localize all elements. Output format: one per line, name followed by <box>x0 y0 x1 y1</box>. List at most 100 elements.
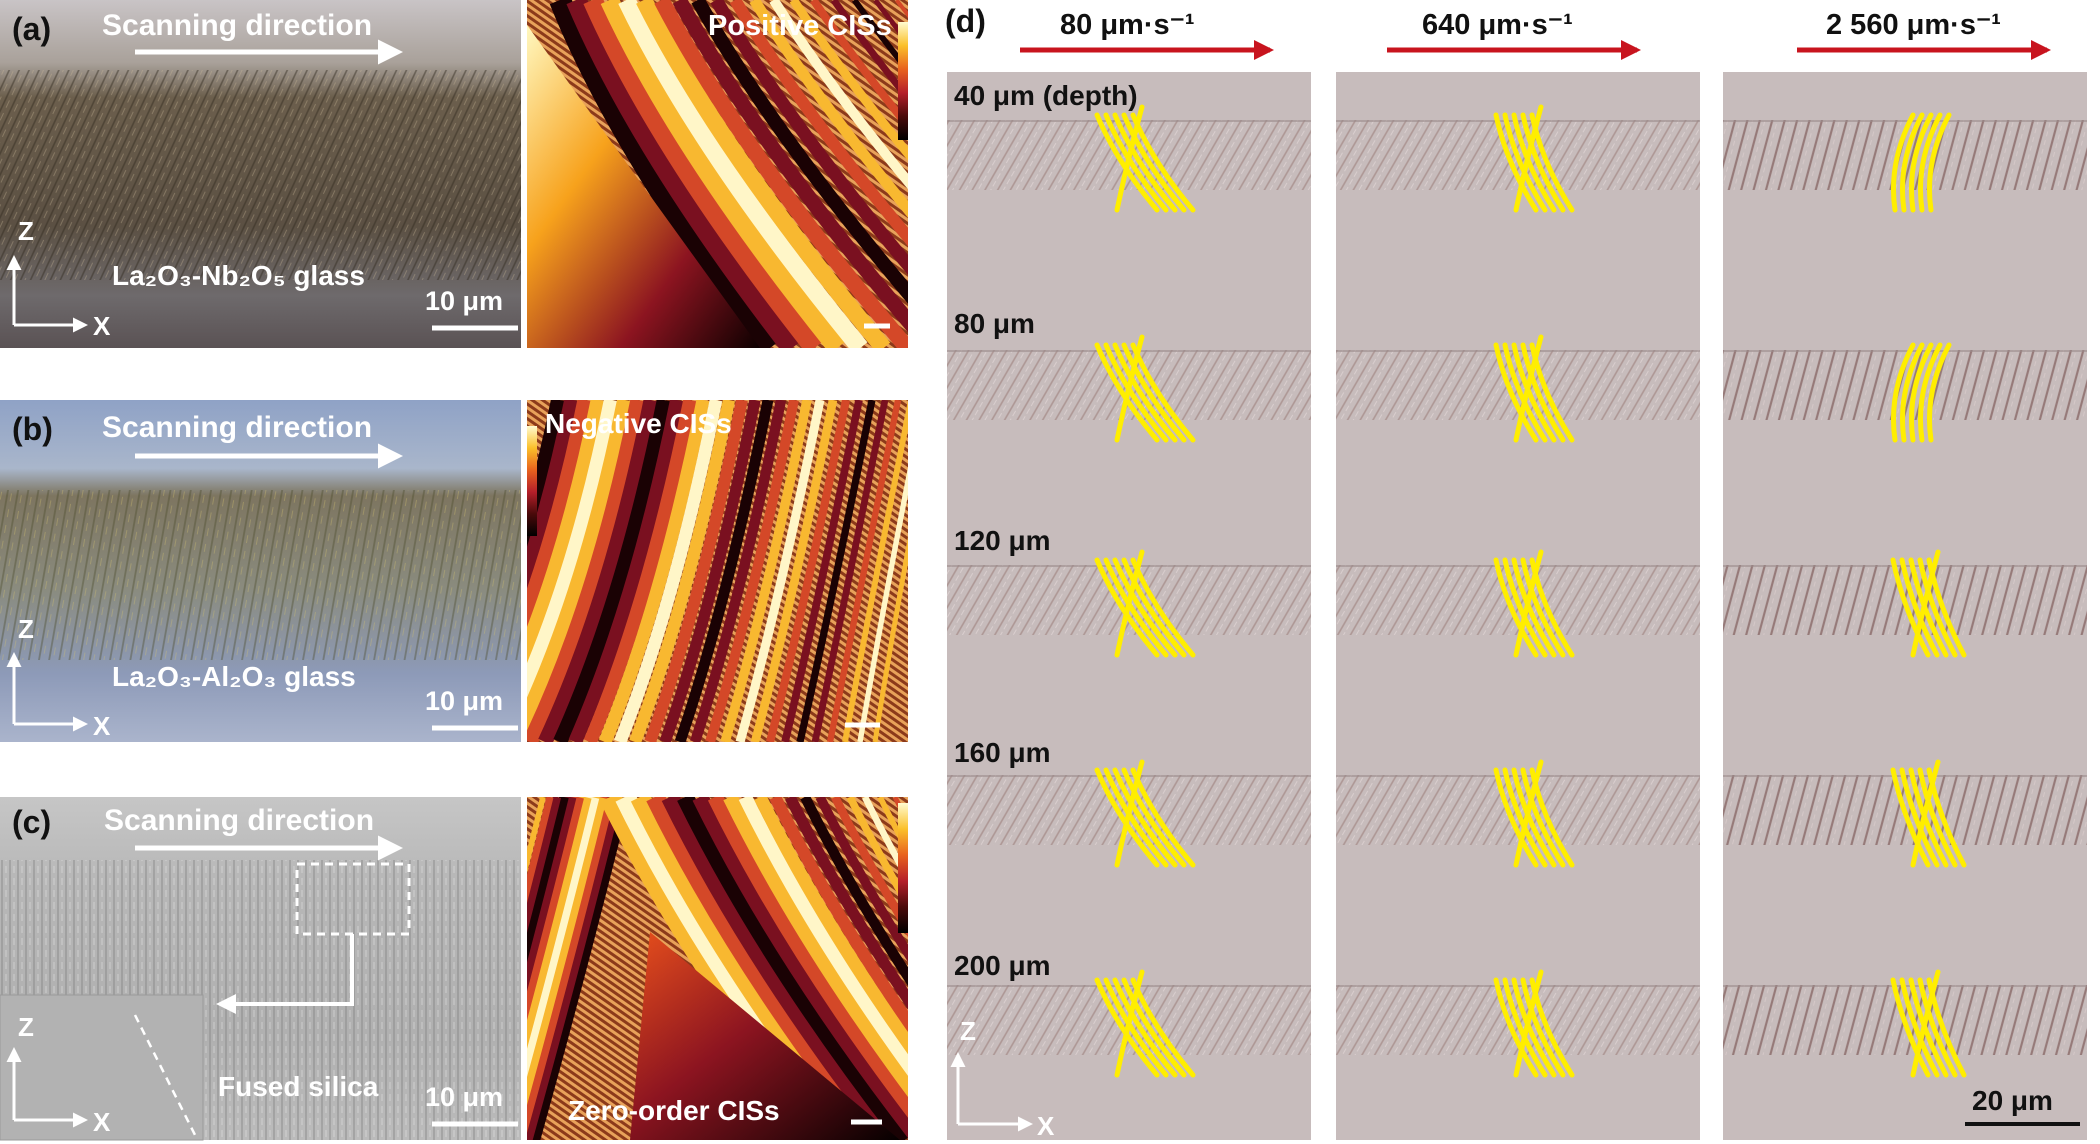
fringe-band <box>527 797 546 873</box>
yellow-marker <box>1891 342 1952 443</box>
speed-column <box>1723 72 2087 1140</box>
fringe-band <box>614 400 723 742</box>
fringe-band <box>800 797 908 986</box>
fringe-band <box>677 797 908 1140</box>
panel-c-inset <box>0 994 204 1141</box>
speed-label: 640 μm·s⁻¹ <box>1422 9 1573 41</box>
fringe-band <box>749 0 908 218</box>
panel-a-label: (a) <box>12 11 51 47</box>
yellow-marker <box>1891 112 1952 213</box>
fringe-band <box>672 0 908 333</box>
fringe-band <box>527 400 608 672</box>
panel-d-axis-x: X <box>1037 1111 1055 1141</box>
fringe-band <box>644 400 748 742</box>
fringe-band <box>527 797 554 904</box>
yellow-marker <box>1094 334 1196 443</box>
fringe-band <box>600 0 845 348</box>
fringe-band <box>784 797 908 1010</box>
fringe-band <box>527 797 577 992</box>
fringe-band <box>830 0 908 104</box>
yellow-marker <box>1493 334 1575 443</box>
panel-a-scan-text: Scanning direction <box>102 9 372 42</box>
fringe-band <box>527 797 584 1021</box>
panel-c: (c) Scanning direction Fused silica 10 μ… <box>0 797 908 1141</box>
panel-a-axes-icon: Z X <box>6 216 111 341</box>
fringe-band <box>636 0 891 348</box>
fringe-band <box>583 400 697 742</box>
yellow-marker <box>1493 549 1575 658</box>
panel-a: (a) Scanning direction La₂O₃-Nb₂O₅ glass… <box>0 0 908 348</box>
panel-d-scale-text: 20 μm <box>1972 1085 2053 1116</box>
depth-label: 40 μm (depth) <box>954 80 1138 111</box>
fringe-band <box>781 400 863 742</box>
fringe-band <box>527 400 595 638</box>
fringe-band <box>566 0 801 348</box>
panel-c-axes-icon: Z X <box>6 1012 111 1137</box>
fringe-band <box>527 400 646 742</box>
panel-a-scale-text: 10 μm <box>425 286 503 316</box>
fringe-band <box>720 400 812 742</box>
fringe-band <box>618 0 868 348</box>
fringe-band <box>707 797 908 1118</box>
fringe-band <box>754 797 908 1055</box>
panel-b-simulation <box>527 400 908 742</box>
panel-b-axis-z: Z <box>18 614 34 644</box>
yellow-marker <box>1890 549 1967 658</box>
fringe-band <box>583 0 823 348</box>
fringe-band <box>654 0 908 348</box>
fringe-band <box>842 400 908 742</box>
yellow-marker <box>1094 759 1196 868</box>
depth-label: 200 μm <box>954 950 1051 981</box>
fringe-band <box>769 0 908 190</box>
yellow-marker <box>1493 104 1575 213</box>
speed-column <box>1336 72 1700 1140</box>
speed-column <box>947 72 1311 1140</box>
fringe-band <box>549 0 779 348</box>
fringe-band <box>872 536 908 742</box>
panel-b: (b) Scanning direction La₂O₃-Al₂O₃ glass… <box>0 400 908 742</box>
panel-a-sim-label: Positive CISs <box>708 10 892 42</box>
panel-b-axes-icon: Z X <box>6 614 111 741</box>
panel-a-axis-z: Z <box>18 216 34 246</box>
panel-c-colorbar <box>898 803 908 933</box>
fringe-band <box>815 797 908 962</box>
fringe-band <box>810 0 908 133</box>
fringe-band <box>738 797 908 1076</box>
panel-c-axis-z: Z <box>18 1012 34 1042</box>
panel-b-glass-name: La₂O₃-Al₂O₃ glass <box>112 661 356 692</box>
panel-c-glass-name: Fused silica <box>218 1071 379 1102</box>
yellow-marker <box>1493 759 1575 868</box>
fringe-band <box>723 797 908 1097</box>
fringe-band <box>811 400 889 742</box>
fringe-band <box>527 400 620 705</box>
yellow-marker <box>1094 549 1196 658</box>
fringe-band <box>527 797 562 933</box>
panel-b-label: (b) <box>12 411 53 447</box>
panel-a-simulation <box>527 0 908 348</box>
fringe-band <box>789 0 908 161</box>
panel-b-colorbar <box>527 426 537 536</box>
panel-d: (d) 80 μm·s⁻¹ 640 μm·s⁻¹ 2 560 μm·s⁻¹ 40 μ… <box>945 3 2087 1141</box>
fringe-band <box>659 400 761 742</box>
fringe-band <box>861 797 908 885</box>
panel-d-axes-icon: Z X <box>950 1016 1055 1141</box>
panel-a-axis-x: X <box>93 311 111 341</box>
panel-c-label: (c) <box>12 804 51 840</box>
panel-c-scale-text: 10 μm <box>425 1082 503 1112</box>
panel-c-axis-x: X <box>93 1107 111 1137</box>
fringe-band <box>857 466 908 742</box>
yellow-marker <box>1493 969 1575 1078</box>
fringe-band <box>692 797 908 1139</box>
fringe-band <box>527 797 569 963</box>
fringe-band <box>527 797 600 1078</box>
yellow-marker <box>1094 104 1196 213</box>
fringe-band <box>796 400 876 742</box>
fringe-band <box>750 400 838 742</box>
yellow-marker <box>1890 759 1967 868</box>
panel-b-scan-text: Scanning direction <box>102 411 372 444</box>
fringe-band <box>690 400 787 742</box>
fringe-band <box>710 0 908 275</box>
panel-a-colorbar <box>898 22 908 140</box>
fringe-band <box>538 400 659 742</box>
